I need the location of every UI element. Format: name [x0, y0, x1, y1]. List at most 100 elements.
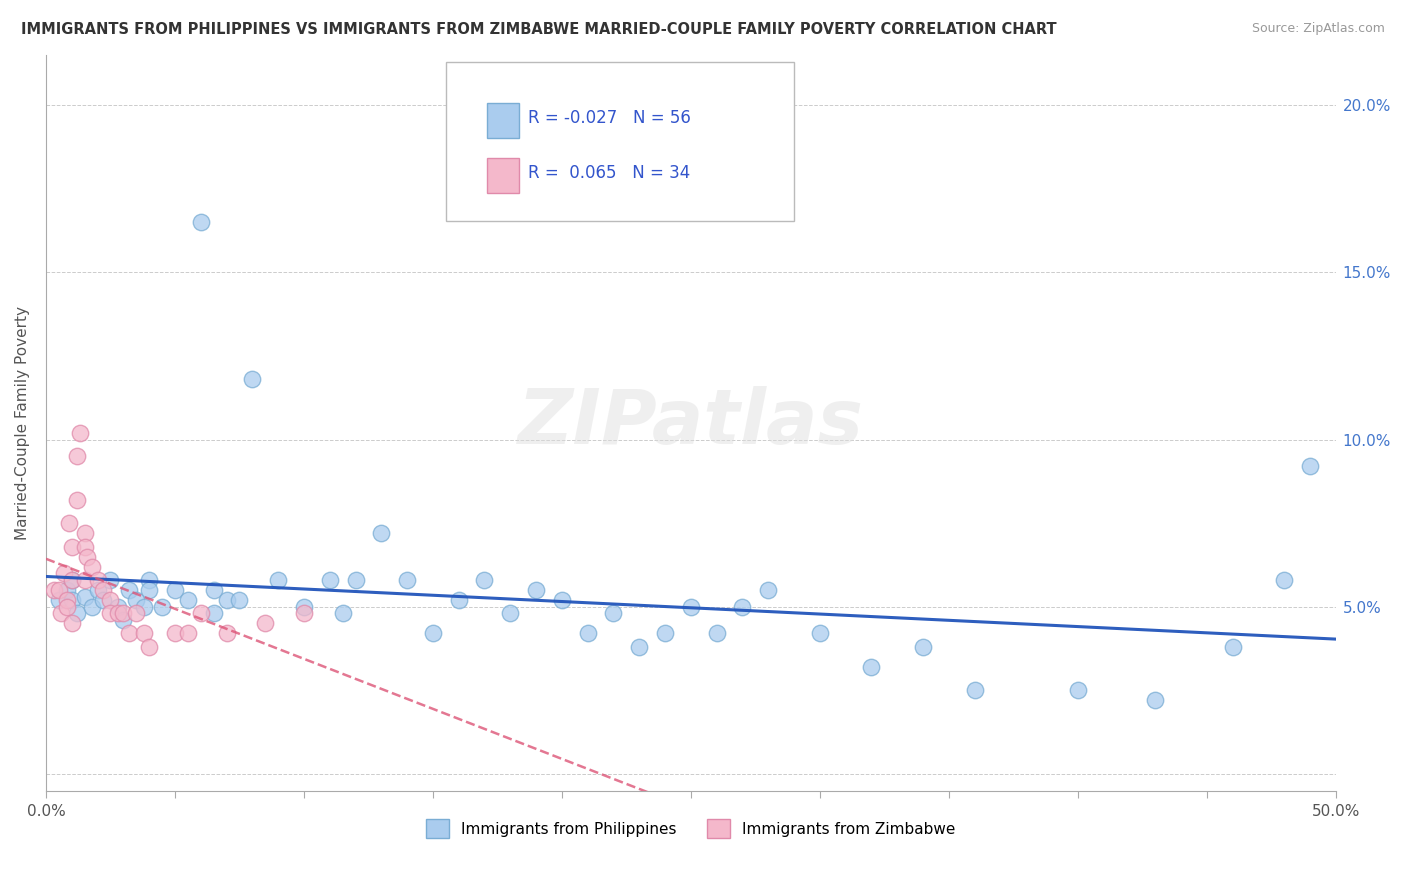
Point [551, 593, 574, 607]
Point [602, 607, 624, 621]
Point [125, 607, 148, 621]
Y-axis label: Married-Couple Family Poverty: Married-Couple Family Poverty [15, 306, 30, 540]
Point [292, 607, 315, 621]
Point [60, 573, 83, 587]
Point [107, 607, 129, 621]
Point [254, 616, 277, 631]
Legend: Immigrants from Philippines, Immigrants from Zimbabwe: Immigrants from Philippines, Immigrants … [419, 812, 963, 846]
Point [82, 559, 104, 574]
Point [1144, 693, 1167, 707]
Point [1067, 683, 1090, 698]
Point [100, 573, 122, 587]
Point [215, 626, 238, 640]
Point [911, 640, 934, 654]
Point [60, 573, 83, 587]
Point [679, 599, 702, 614]
Point [48, 582, 70, 597]
FancyBboxPatch shape [446, 62, 794, 220]
Point [73, 526, 96, 541]
Point [55, 582, 77, 597]
Text: IMMIGRANTS FROM PHILIPPINES VS IMMIGRANTS FROM ZIMBABWE MARRIED-COUPLE FAMILY PO: IMMIGRANTS FROM PHILIPPINES VS IMMIGRANT… [21, 22, 1057, 37]
Point [524, 582, 547, 597]
Point [190, 607, 212, 621]
Point [202, 582, 225, 597]
Point [73, 573, 96, 587]
Point [1222, 640, 1244, 654]
Point [42, 582, 65, 597]
Point [66, 607, 89, 621]
Point [112, 613, 135, 627]
Point [138, 582, 160, 597]
FancyBboxPatch shape [486, 158, 519, 194]
Point [215, 593, 238, 607]
Point [292, 599, 315, 614]
Point [240, 372, 263, 386]
Point [82, 599, 104, 614]
Point [370, 526, 392, 541]
Point [66, 450, 89, 464]
Point [1272, 573, 1295, 587]
Text: R =  0.065   N = 34: R = 0.065 N = 34 [529, 164, 690, 182]
Point [86, 573, 108, 587]
Point [319, 573, 342, 587]
Point [396, 573, 419, 587]
Point [53, 566, 76, 581]
Point [628, 640, 651, 654]
Point [51, 607, 73, 621]
Point [228, 593, 250, 607]
Point [55, 599, 77, 614]
Point [150, 599, 173, 614]
Point [69, 425, 91, 440]
Point [447, 593, 470, 607]
Point [422, 626, 444, 640]
Point [177, 593, 200, 607]
Point [963, 683, 986, 698]
Point [132, 599, 155, 614]
Point [73, 590, 96, 604]
Point [163, 582, 186, 597]
Point [138, 640, 160, 654]
Point [138, 573, 160, 587]
Point [1299, 459, 1322, 474]
Point [48, 593, 70, 607]
Point [73, 540, 96, 554]
Point [731, 599, 754, 614]
Text: ZIPatlas: ZIPatlas [517, 386, 863, 460]
Point [163, 626, 186, 640]
Point [60, 593, 83, 607]
Point [112, 607, 135, 621]
Point [66, 492, 89, 507]
Point [100, 607, 122, 621]
Point [100, 593, 122, 607]
Point [76, 549, 98, 564]
Point [332, 607, 354, 621]
Point [576, 626, 599, 640]
Text: R = -0.027   N = 56: R = -0.027 N = 56 [529, 109, 692, 127]
Point [58, 516, 80, 530]
Point [808, 626, 831, 640]
Point [202, 607, 225, 621]
Point [177, 626, 200, 640]
Point [344, 573, 367, 587]
Point [267, 573, 290, 587]
Point [654, 626, 676, 640]
Point [860, 660, 883, 674]
Point [132, 626, 155, 640]
FancyBboxPatch shape [486, 103, 519, 138]
Point [190, 215, 212, 229]
Point [117, 582, 139, 597]
Point [107, 599, 129, 614]
Text: Source: ZipAtlas.com: Source: ZipAtlas.com [1251, 22, 1385, 36]
Point [474, 573, 496, 587]
Point [125, 593, 148, 607]
Point [117, 626, 139, 640]
Point [55, 593, 77, 607]
Point [91, 582, 114, 597]
Point [499, 607, 522, 621]
Point [60, 540, 83, 554]
Point [706, 626, 728, 640]
Point [756, 582, 779, 597]
Point [86, 582, 108, 597]
Point [60, 616, 83, 631]
Point [91, 593, 114, 607]
